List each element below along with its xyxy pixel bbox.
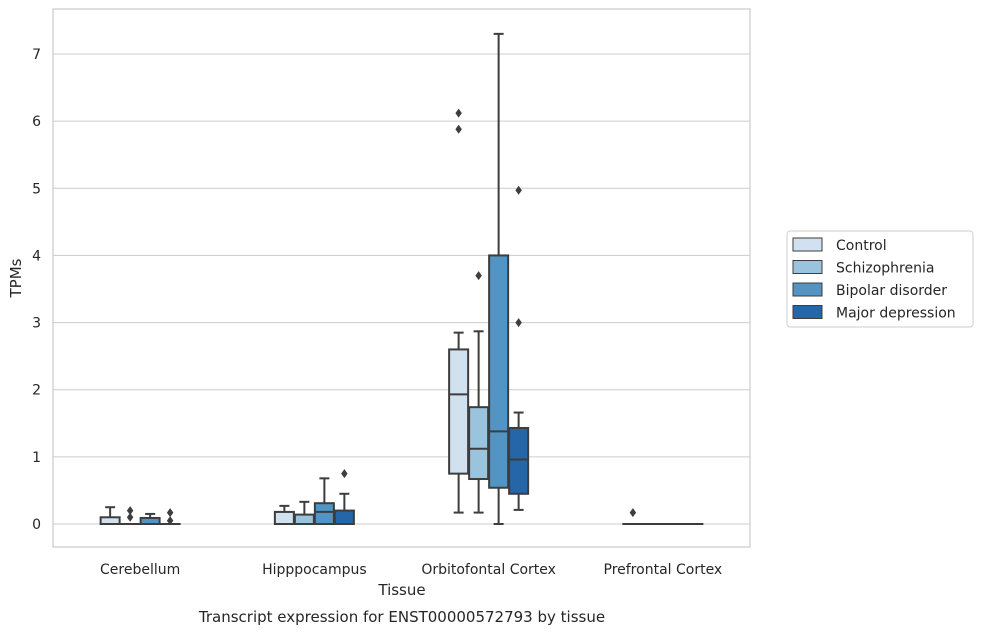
box-plots xyxy=(99,32,704,526)
outlier-point xyxy=(455,108,462,118)
y-axis-label: TPMs xyxy=(7,258,25,298)
box xyxy=(468,406,490,481)
box xyxy=(313,502,335,525)
legend-frame xyxy=(786,230,974,328)
box-orbitofontal-cortex-major-depression xyxy=(508,185,530,511)
box xyxy=(293,513,315,525)
outlier-point xyxy=(341,469,348,479)
box-cerebellum-schizophrenia xyxy=(119,506,141,526)
box-cerebellum-major-depression xyxy=(159,508,181,526)
y-tick-label: 7 xyxy=(32,47,41,63)
box-cerebellum-bipolar-disorder xyxy=(139,512,161,526)
chart-caption: Transcript expression for ENST0000057279… xyxy=(198,608,605,626)
legend-swatch xyxy=(792,305,823,319)
x-tick-label: Hipppocampus xyxy=(262,562,367,578)
x-tick-label: Prefrontal Cortex xyxy=(604,562,723,578)
y-tick-label: 0 xyxy=(32,517,41,533)
outlier-point xyxy=(475,271,482,281)
x-tick-label: Cerebellum xyxy=(100,562,180,578)
y-tick-label: 2 xyxy=(32,383,41,399)
y-tick-label: 4 xyxy=(32,248,41,264)
box-hipppocampus-schizophrenia xyxy=(293,500,315,525)
box xyxy=(448,348,470,475)
y-tick-label: 1 xyxy=(32,450,41,466)
x-axis-label: Tissue xyxy=(377,581,425,599)
box-hipppocampus-control xyxy=(273,504,295,525)
outlier-point xyxy=(166,516,174,526)
outlier-point xyxy=(126,506,134,516)
legend-label: Control xyxy=(836,238,887,254)
outlier-point xyxy=(629,508,637,518)
outlier-point xyxy=(126,512,134,522)
y-tick-labels: 0 1 2 3 4 5 6 7 xyxy=(32,47,41,533)
box-orbitofontal-cortex-control xyxy=(448,108,470,514)
grid-lines xyxy=(53,53,750,525)
legend: Control Schizophrenia Bipolar disorder Majo… xyxy=(786,230,974,328)
legend-label: Major depression xyxy=(836,306,956,322)
outlier-point xyxy=(166,508,174,518)
box-hipppocampus-major-depression xyxy=(333,469,355,526)
box-hipppocampus-bipolar-disorder xyxy=(313,477,335,525)
box xyxy=(99,516,121,525)
legend-label: Bipolar disorder xyxy=(836,283,947,299)
legend-items: Control Schizophrenia Bipolar disorder Majo… xyxy=(792,237,956,322)
outlier-point xyxy=(515,185,522,195)
x-tick-label: Orbitofontal Cortex xyxy=(421,562,556,578)
legend-label: Schizophrenia xyxy=(836,261,934,277)
box xyxy=(273,510,295,525)
y-tick-label: 3 xyxy=(32,316,41,332)
box xyxy=(508,426,530,495)
y-tick-label: 5 xyxy=(32,181,41,197)
plot-area-frame xyxy=(52,8,751,548)
box-orbitofontal-cortex-bipolar-disorder xyxy=(488,32,510,525)
legend-swatch xyxy=(792,237,823,252)
box-cerebellum-control xyxy=(99,506,121,525)
box xyxy=(333,509,355,526)
legend-swatch xyxy=(792,260,823,274)
x-tick-labels: Cerebellum Hipppocampus Orbitofontal Corte… xyxy=(100,562,722,578)
legend-swatch xyxy=(792,282,823,297)
outlier-point xyxy=(455,124,462,134)
box xyxy=(488,254,510,489)
box-orbitofontal-cortex-schizophrenia xyxy=(468,271,490,514)
outlier-point xyxy=(515,318,522,328)
box-prefrontal-cortex-control xyxy=(622,508,644,526)
y-tick-label: 6 xyxy=(32,114,41,130)
